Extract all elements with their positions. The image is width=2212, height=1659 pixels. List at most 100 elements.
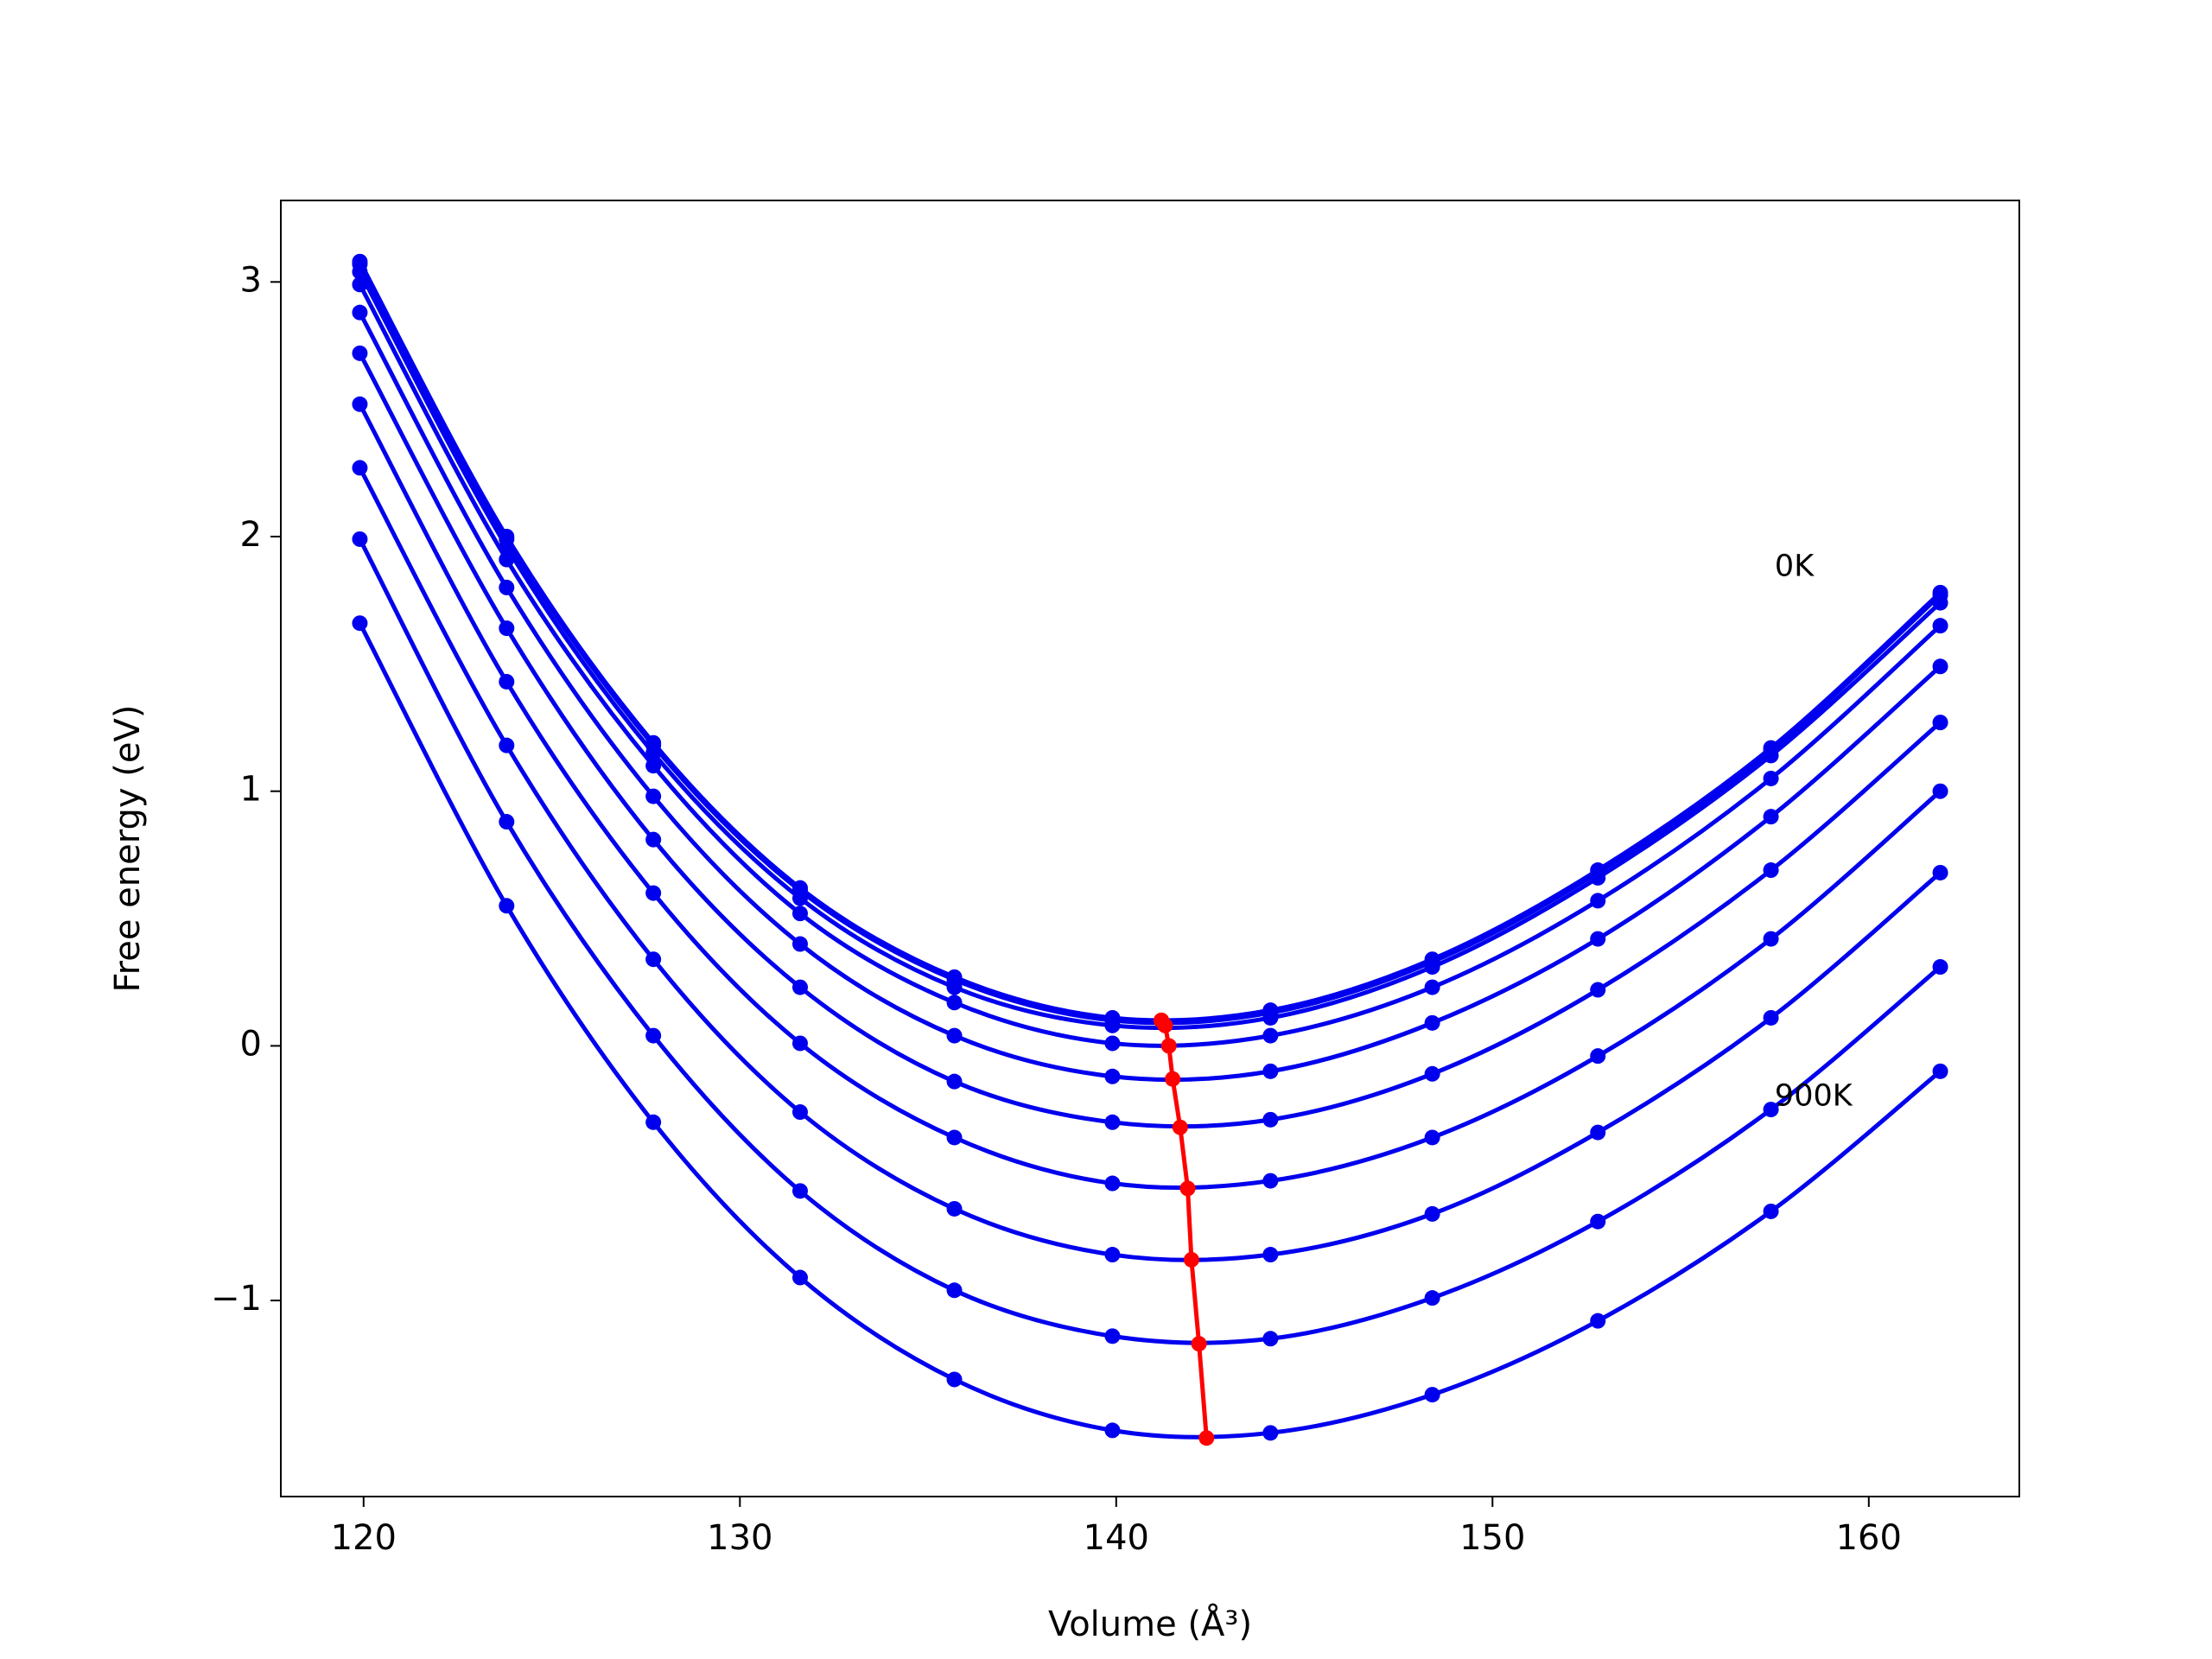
minimum-point (1198, 1430, 1215, 1446)
point (1932, 715, 1948, 731)
point (645, 758, 662, 774)
point (1763, 931, 1779, 947)
point (946, 1129, 963, 1146)
point (645, 951, 662, 968)
y-axis-label: Free energy (eV) (108, 705, 148, 993)
point (791, 1104, 808, 1121)
point (1932, 959, 1948, 976)
point (1763, 862, 1779, 879)
point (1424, 959, 1440, 976)
point (1424, 979, 1440, 995)
point (1932, 783, 1948, 799)
y-tick-label: −1 (211, 1279, 262, 1319)
point (1262, 1173, 1279, 1189)
point (1262, 1009, 1279, 1026)
point (645, 1114, 662, 1130)
point (1763, 747, 1779, 764)
point (1763, 1102, 1779, 1118)
point (1763, 809, 1779, 825)
x-tick-label: 150 (1459, 1518, 1525, 1558)
point (1932, 594, 1948, 611)
y-tick-label: 1 (240, 770, 262, 810)
x-tick-label: 130 (707, 1518, 772, 1558)
curve (358, 403, 1942, 1191)
point (1424, 1387, 1440, 1403)
point (1590, 893, 1606, 909)
curve (358, 352, 1942, 1129)
point (1104, 1068, 1121, 1084)
minimum-point (1172, 1119, 1188, 1135)
point (1104, 1175, 1121, 1192)
curve (358, 311, 1942, 1083)
point (499, 673, 515, 690)
point (499, 579, 515, 595)
point (1763, 1009, 1779, 1026)
y-tick-label: 2 (240, 515, 262, 555)
minimum-point (1183, 1251, 1199, 1268)
point (352, 304, 368, 321)
minimum-point (1160, 1038, 1177, 1054)
point (791, 890, 808, 906)
point (352, 345, 368, 361)
point (1590, 1048, 1606, 1065)
x-tick-label: 160 (1836, 1518, 1902, 1558)
point (1932, 864, 1948, 880)
curve (358, 537, 1942, 1345)
curve (358, 260, 1942, 1023)
curve (358, 622, 1942, 1440)
point (1262, 1027, 1279, 1044)
point (499, 814, 515, 830)
point (1104, 1017, 1121, 1033)
point (946, 1282, 963, 1299)
point (352, 396, 368, 412)
annotation: 0K (1775, 549, 1815, 583)
point (1262, 1425, 1279, 1441)
point (1262, 1331, 1279, 1347)
point (1104, 1114, 1121, 1130)
point (1424, 1205, 1440, 1222)
point (791, 1269, 808, 1286)
point (1590, 869, 1606, 886)
point (791, 979, 808, 995)
point (1262, 1247, 1279, 1263)
point (1424, 1290, 1440, 1306)
point (352, 531, 368, 547)
point (352, 276, 368, 293)
point (1932, 658, 1948, 675)
point (1763, 770, 1779, 786)
point (645, 1027, 662, 1044)
point (946, 1073, 963, 1090)
point (1590, 982, 1606, 998)
annotation: 900K (1775, 1078, 1853, 1113)
curve (358, 270, 1942, 1031)
point (1424, 1014, 1440, 1031)
point (1590, 1124, 1606, 1141)
point (946, 1027, 963, 1044)
point (1932, 618, 1948, 634)
point (1424, 1065, 1440, 1082)
y-tick-label: 0 (240, 1024, 262, 1064)
point (1763, 1203, 1779, 1219)
point (645, 831, 662, 848)
curve (358, 283, 1942, 1048)
point (1590, 1213, 1606, 1230)
point (1590, 931, 1606, 947)
point (791, 1183, 808, 1199)
point (645, 788, 662, 804)
plot-frame (280, 200, 2020, 1497)
curve (358, 263, 1942, 1026)
x-tick-label: 140 (1084, 1518, 1149, 1558)
point (352, 264, 368, 280)
point (791, 1035, 808, 1052)
x-axis-label: Volume (Å³) (1048, 1603, 1252, 1644)
point (1262, 1111, 1279, 1128)
point (499, 898, 515, 914)
point (791, 936, 808, 952)
point (1104, 1328, 1121, 1344)
curve (358, 467, 1942, 1262)
minimum-point (1191, 1336, 1207, 1352)
point (946, 1200, 963, 1217)
y-tick-label: 3 (240, 260, 262, 300)
point (946, 995, 963, 1011)
